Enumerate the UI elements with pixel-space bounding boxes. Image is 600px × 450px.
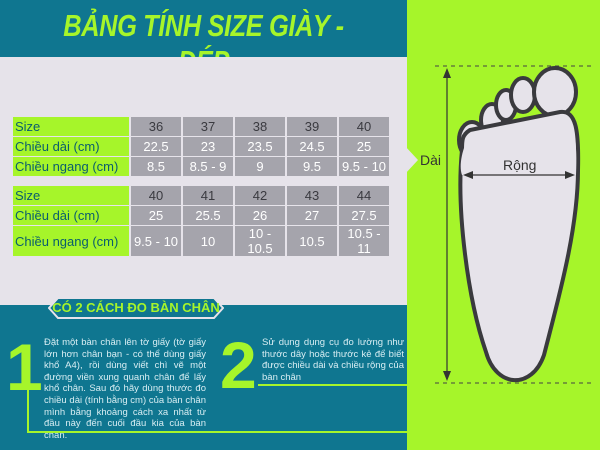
methods-heading-badge: CÓ 2 CÁCH ĐO BÀN CHÂN [48,297,224,319]
method-1-text: Đặt một bàn chân lên tờ giấy (tờ giấy lớ… [44,337,206,441]
header-banner [0,0,407,57]
panel-notch [405,146,418,174]
arrow-head-icon [463,171,473,179]
divider-line [27,431,407,433]
hexagon-badge-shape [48,297,224,319]
foot-diagram [435,65,595,384]
length-label: Dài [420,152,442,168]
methods-panel [0,305,407,450]
table-row: Size 36 37 38 39 40 [13,117,389,136]
size-table-2: Size 40 41 42 43 44 Chiều dài (cm) 25 25.5 26 2… [11,185,391,257]
width-label: Rộng [503,157,537,173]
method-2-text: Sử dụng dụng cụ đo lường như thước dây h… [262,337,404,383]
size-table-1: Size 36 37 38 39 40 Chiều dài (cm) 22.5 23 23.… [11,116,391,177]
methods-heading: CÓ 2 CÁCH ĐO BÀN CHÂN [52,300,220,315]
divider-line [27,390,29,433]
arrow-head-icon [443,68,451,78]
arrow-head-icon [565,171,575,179]
method-1-number: 1 [6,330,43,404]
table-row: Chiều ngang (cm) 8.5 8.5 - 9 9 9.5 9.5 - 10 [13,157,389,176]
table-row: Chiều dài (cm) 22.5 23 23.5 24.5 25 [13,137,389,156]
table-row: Size 40 41 42 43 44 [13,186,389,205]
foot-outline-icon [457,66,581,383]
table-area [0,57,407,305]
table-row: Chiều ngang (cm) 9.5 - 10 10 10 - 10.5 10.5… [13,226,389,256]
method-2-number: 2 [220,328,257,402]
arrow-head-icon [443,371,451,381]
table-row: Chiều dài (cm) 25 25.5 26 27 27.5 [13,206,389,225]
divider-line [258,384,407,386]
